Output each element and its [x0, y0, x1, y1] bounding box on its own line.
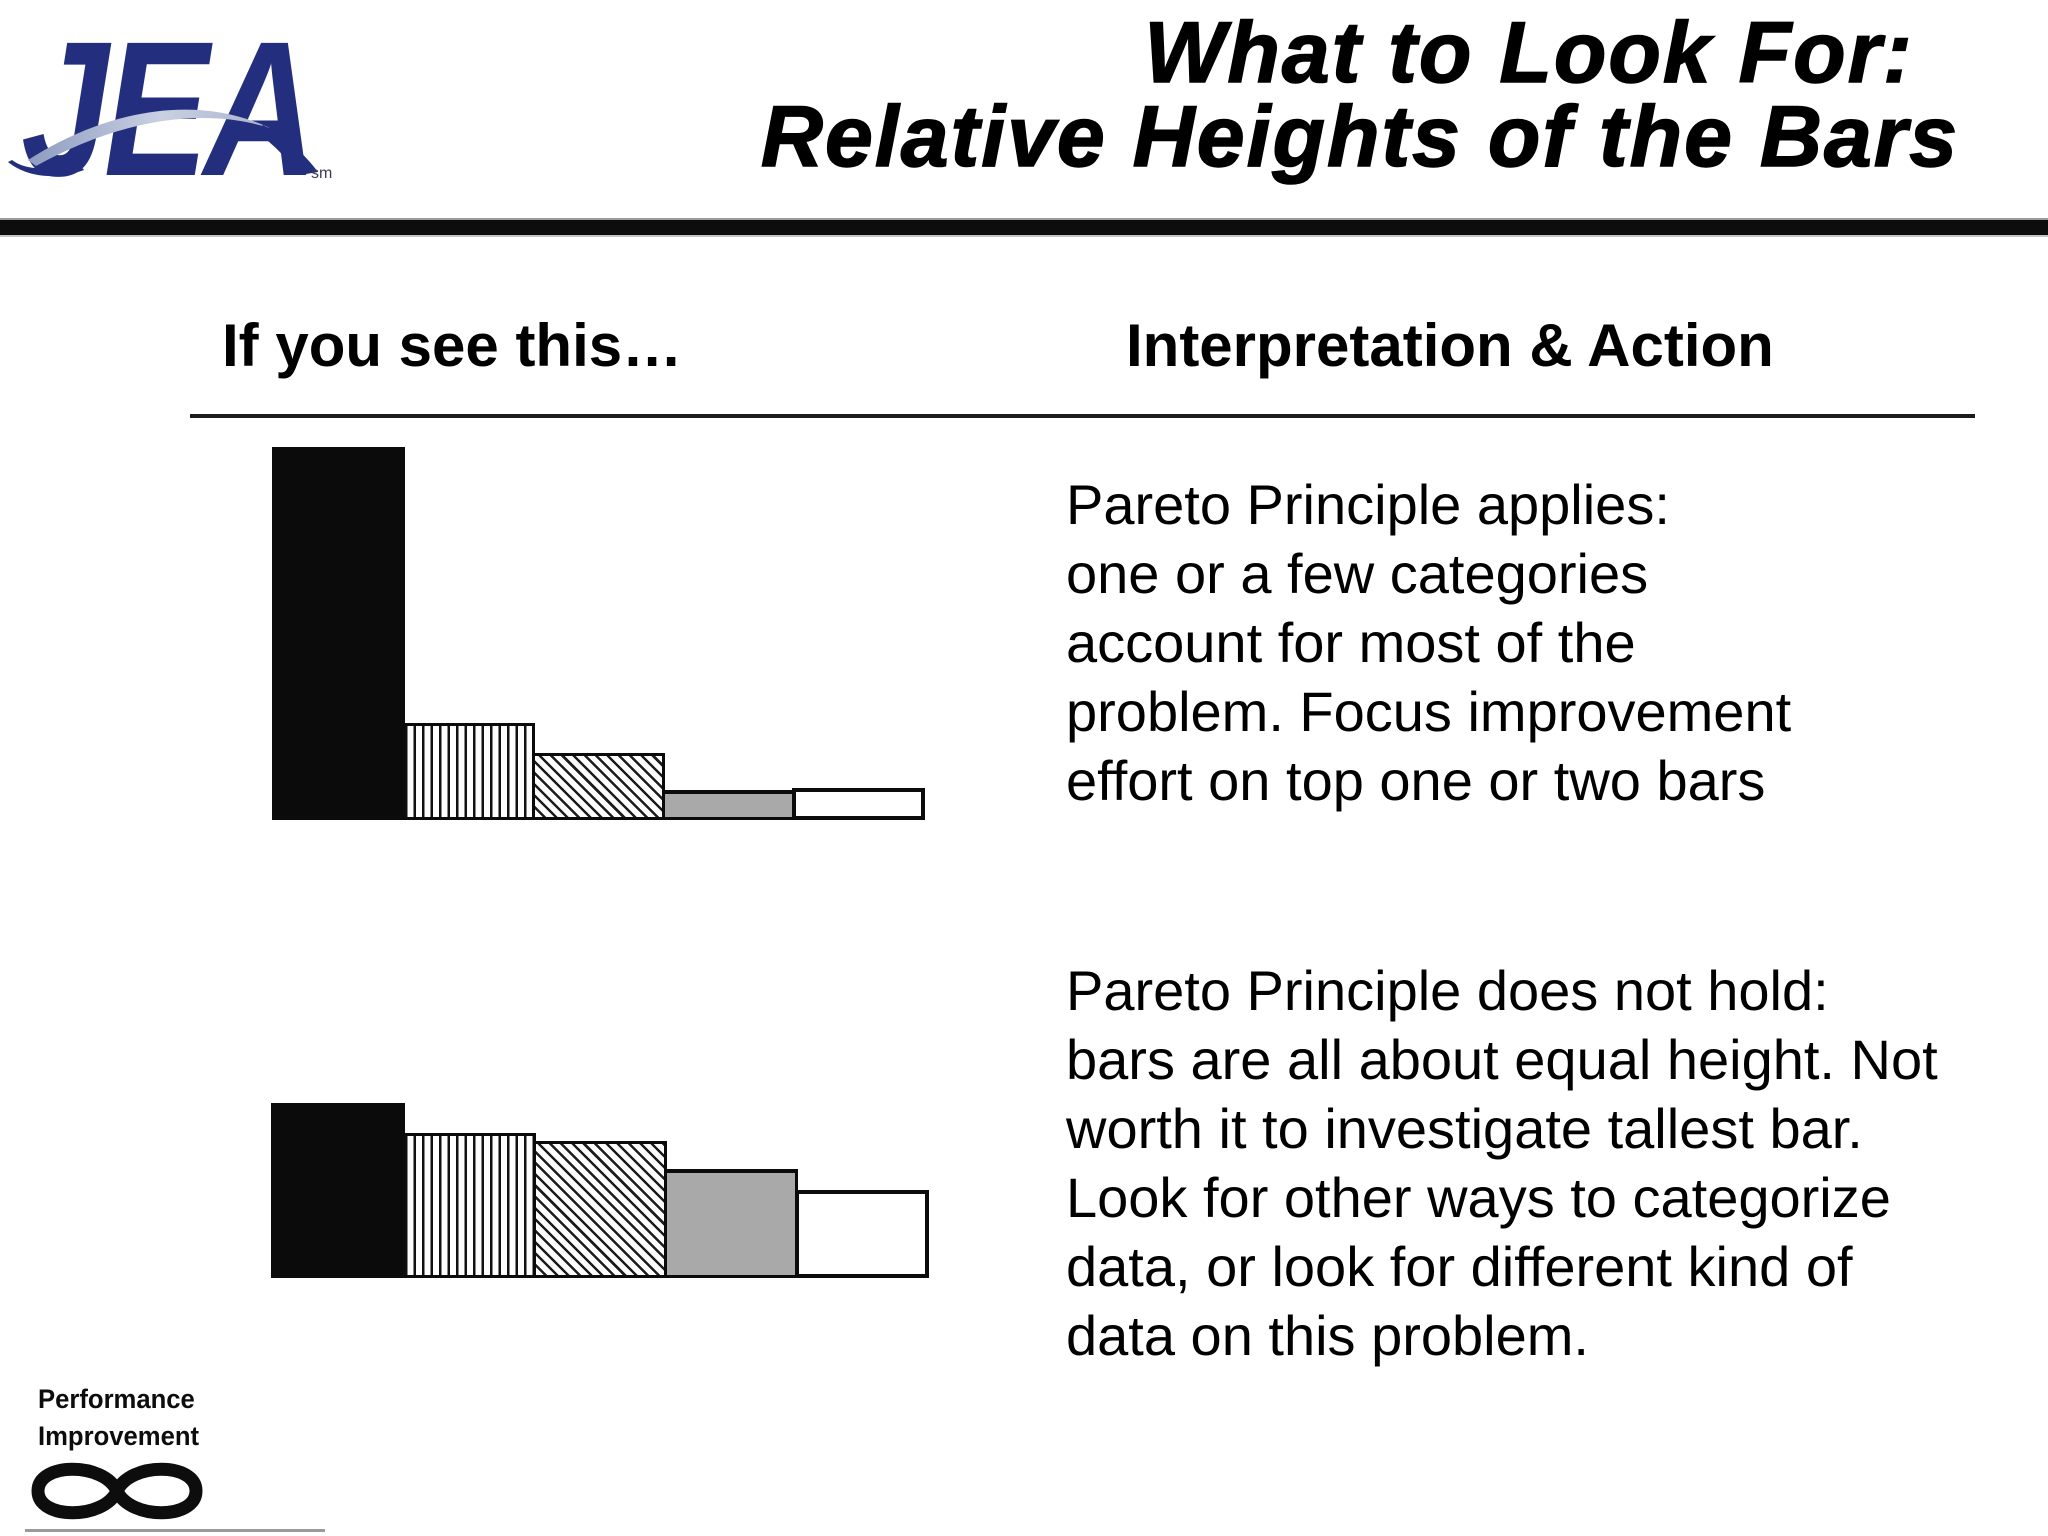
slide-title-line2: Relative Heights of the Bars	[760, 89, 1960, 185]
bar-white-outline	[792, 788, 925, 820]
bar-diagonal-hatch	[533, 1141, 667, 1278]
bar-vertical-stripes	[402, 723, 535, 820]
footer-rule	[25, 1529, 325, 1532]
bar-white-outline	[795, 1190, 929, 1278]
jea-logo: JEA sm	[8, 20, 332, 200]
bar-chart-equal-heights	[271, 1103, 936, 1278]
text-line: effort on top one or two bars	[1066, 749, 1766, 812]
bar-diagonal-hatch	[532, 753, 665, 820]
text-line: Pareto Principle applies:	[1066, 473, 1670, 536]
text-line: Look for other ways to categorize	[1066, 1166, 1891, 1229]
performance-improvement-label-line2: Improvement	[38, 1421, 200, 1451]
text-line: problem. Focus improvement	[1066, 680, 1792, 743]
bar-solid-black	[272, 447, 405, 820]
interpretation-text-pareto-applies: Pareto Principle applies: one or a few c…	[1066, 470, 1791, 815]
jea-logo-sm-mark: sm	[311, 165, 332, 182]
infinity-icon	[31, 1462, 203, 1520]
text-line: account for most of the	[1066, 611, 1636, 674]
interpretation-text-pareto-does-not-hold: Pareto Principle does not hold: bars are…	[1066, 956, 1938, 1370]
column-header-rule	[190, 414, 1975, 418]
bar-solid-gray	[662, 790, 795, 820]
text-line: bars are all about equal height. Not	[1066, 1028, 1938, 1091]
text-line: worth it to investigate tallest bar.	[1066, 1097, 1863, 1160]
bar-chart-pareto-steep	[272, 447, 932, 820]
text-line: data on this problem.	[1066, 1304, 1589, 1367]
text-line: data, or look for different kind of	[1066, 1235, 1853, 1298]
column-header-if-you-see-this: If you see this…	[222, 312, 683, 379]
column-header-interpretation-action: Interpretation & Action	[1126, 312, 1774, 379]
text-line: Pareto Principle does not hold:	[1066, 959, 1829, 1022]
jea-logo-jfoot-swoosh	[8, 160, 84, 177]
jea-logo-swoosh	[28, 109, 270, 166]
slide-title-line1: What to Look For:	[1143, 5, 1914, 101]
bar-solid-black	[271, 1103, 405, 1278]
text-line: one or a few categories	[1066, 542, 1649, 605]
bar-vertical-stripes	[402, 1133, 536, 1278]
header-rule	[0, 218, 2048, 237]
bar-solid-gray	[664, 1169, 798, 1278]
jea-logo-swoosh-tail	[256, 125, 318, 175]
performance-improvement-label-line1: Performance	[38, 1384, 195, 1414]
